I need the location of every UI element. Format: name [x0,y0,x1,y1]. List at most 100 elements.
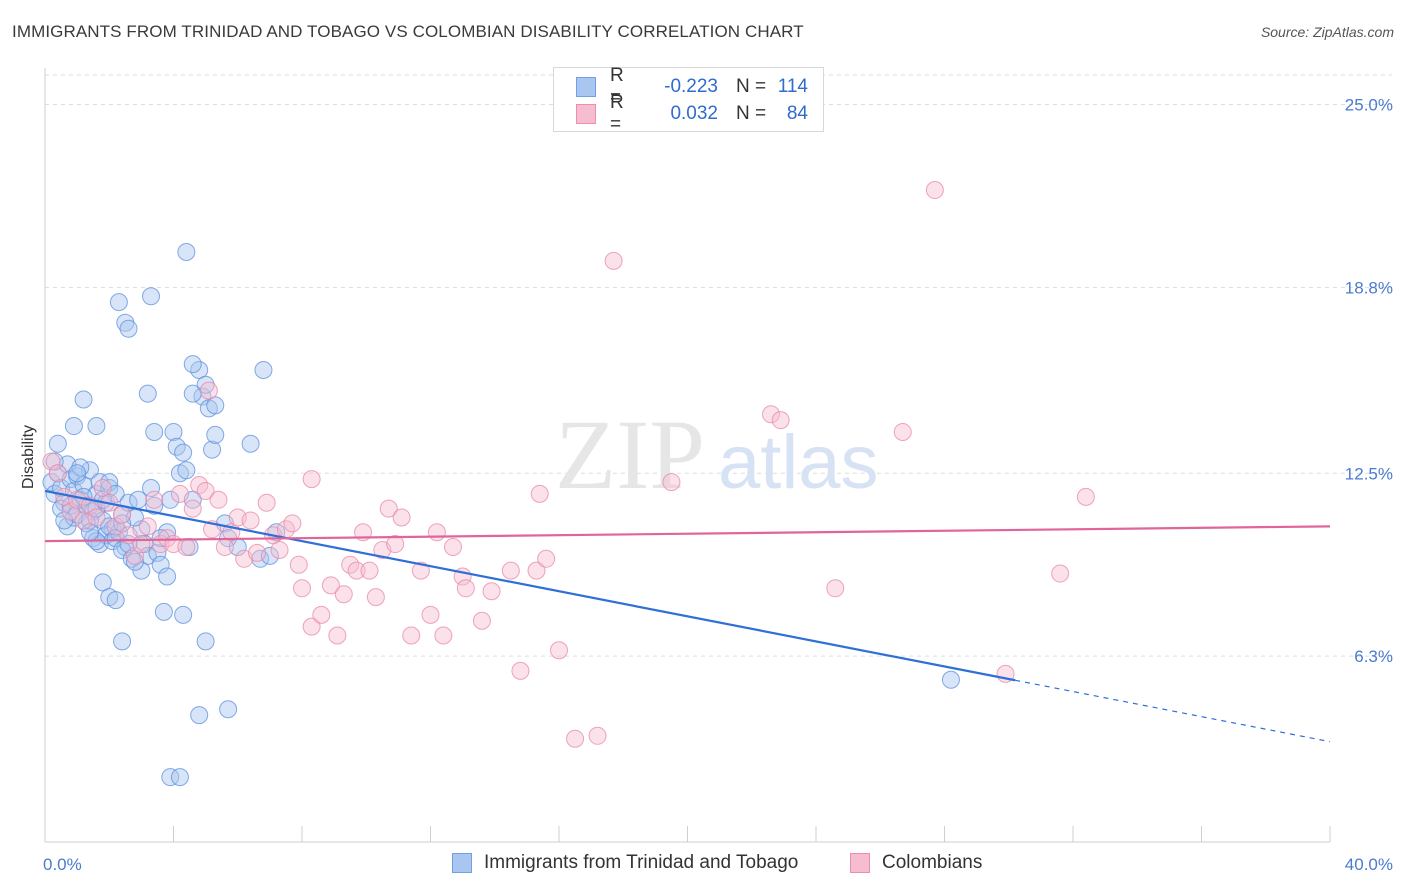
chart-title: IMMIGRANTS FROM TRINIDAD AND TOBAGO VS C… [12,22,804,41]
legend-n-label: N = [736,76,767,97]
point-colombians [427,523,446,542]
point-trinidad [154,602,173,621]
point-trinidad [125,552,144,571]
point-colombians [270,540,289,559]
point-colombians [360,561,379,580]
point-trinidad [71,458,90,477]
point-colombians [177,538,196,556]
series-label-trinidad: Immigrants from Trinidad and Tobago [484,852,799,873]
point-colombians [762,405,781,424]
point-colombians [347,561,366,580]
point-trinidad [190,706,209,725]
y-axis-label: Disability [20,425,37,489]
point-trinidad [151,555,170,574]
series-legend-trinidad: Immigrants from Trinidad and Tobago [452,852,798,874]
point-colombians [826,579,845,598]
point-trinidad [145,422,164,441]
point-colombians [511,661,530,680]
legend-r-label: R = [610,92,624,135]
point-colombians [482,582,501,601]
trend-line-colombians [44,525,1331,543]
point-trinidad [74,390,93,409]
point-trinidad [170,768,189,787]
point-colombians [402,626,421,645]
point-trinidad [116,313,135,332]
point-colombians [550,641,568,660]
point-trinidad [106,591,125,610]
point-trinidad [203,440,222,459]
point-colombians [321,576,340,595]
point-colombians [386,535,405,554]
point-trinidad [122,549,141,568]
point-colombians [537,549,556,568]
chart-source: Source: ZipAtlas.com [1260,24,1394,40]
point-colombians [328,626,347,645]
point-trinidad [113,632,132,651]
y-tick-label: 6.3% [1354,647,1393,666]
point-colombians [132,535,151,554]
legend-r-label: R = [610,65,624,108]
point-trinidad [55,511,74,530]
point-trinidad [142,479,161,497]
point-colombians [366,588,385,607]
watermark: ZIP atlas [555,399,879,510]
point-colombians [257,493,276,512]
point-colombians [1076,487,1095,506]
point-colombians [411,561,430,580]
point-trinidad [196,632,215,651]
point-trinidad [145,496,164,515]
point-colombians [925,181,944,200]
point-colombians [183,499,202,518]
point-colombians [293,579,311,598]
y-tick-label: 25.0% [1345,96,1393,115]
trend-line-trinidad [44,489,1016,682]
y-tick-label: 12.5% [1345,464,1393,483]
legend-swatch-trinidad [576,77,596,97]
point-colombians [302,470,321,489]
point-colombians [501,561,520,580]
point-colombians [421,605,440,624]
point-trinidad [241,434,260,453]
point-colombians [604,251,623,270]
point-trinidad [64,417,83,436]
trend-line-trinidad-extrapolated [1015,679,1331,743]
legend-row-trinidad: R = -0.223 N = 114 [576,65,808,108]
legend-n-value: 84 [786,103,808,124]
point-colombians [566,729,585,748]
legend-swatch-colombians [576,104,596,124]
point-colombians [61,502,80,521]
point-colombians [113,505,132,524]
point-colombians [312,605,331,624]
axis-layer: 6.3% 12.5% 18.8% 25.0% 0.0% 40.0% [43,68,1393,874]
point-trinidad [87,417,106,436]
point-trinidad [254,361,273,379]
point-colombians [125,546,144,565]
correlation-legend: R = -0.223 N = 114 R = 0.032 N = 84 [553,65,824,135]
point-colombians [527,561,546,580]
series-label-colombians: Colombians [882,852,983,873]
point-trinidad [129,490,148,509]
point-colombians [196,481,215,500]
legend-n-value: 114 [777,76,808,97]
points-layer [42,181,1095,787]
point-colombians [588,726,607,745]
point-colombians [662,473,681,492]
point-trinidad [164,422,183,441]
point-trinidad [177,243,196,261]
point-trinidad [68,464,87,483]
point-colombians [530,484,549,503]
x-tick-label: 40.0% [1345,855,1393,874]
point-trinidad [161,490,180,509]
point-trinidad [138,384,157,403]
point-trinidad [142,287,161,306]
grid-layer [45,74,1392,657]
point-trinidad [42,473,61,492]
point-trinidad [58,517,77,536]
point-trinidad [109,293,128,312]
point-trinidad [158,567,177,586]
point-colombians [379,499,398,518]
point-colombians [138,517,157,536]
point-colombians [241,511,260,530]
point-colombians [106,517,125,536]
